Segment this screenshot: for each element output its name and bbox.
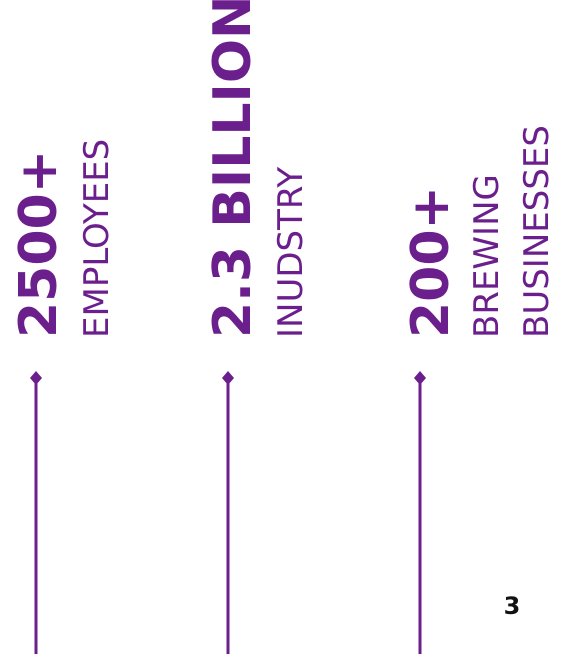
page-number: 3 [504, 592, 521, 620]
stat-label: BUSINESSES [517, 125, 557, 338]
stat-value: 2.3 BILLION [203, 0, 263, 338]
diamond [30, 371, 42, 385]
stat-label: INUDSTRY [271, 167, 311, 338]
stat-lines [30, 371, 426, 654]
stat-value: 200+ [401, 186, 461, 338]
stat-value: 2500+ [9, 150, 69, 338]
diamond [222, 371, 234, 385]
diamond [414, 371, 426, 385]
stat-label: EMPLOYEES [77, 139, 117, 338]
stat-label: BREWING [467, 174, 507, 338]
